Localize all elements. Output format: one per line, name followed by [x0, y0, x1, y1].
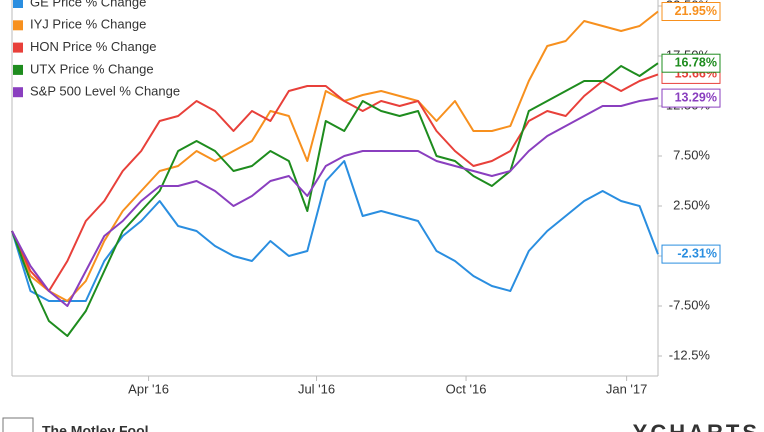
legend-swatch	[13, 20, 23, 31]
brand: The Motley Fool	[42, 423, 149, 432]
legend-swatch	[13, 0, 23, 8]
legend-label: IYJ Price % Change	[30, 17, 146, 32]
end-label-box	[661, 244, 721, 264]
legend-label: S&P 500 Level % Change	[30, 84, 180, 99]
series-line	[11, 62, 659, 337]
series-line	[11, 160, 659, 302]
y-tick-label: 2.50%	[673, 197, 710, 212]
legend-swatch	[13, 87, 23, 98]
y-tick-label: 7.50%	[673, 147, 710, 162]
y-tick-label: -7.50%	[669, 297, 711, 312]
legend-label: GE Price % Change	[30, 0, 146, 9]
series-line	[11, 97, 659, 307]
end-label-box	[661, 53, 721, 73]
series-line	[11, 73, 659, 292]
x-tick-label: Jul '16	[298, 381, 335, 396]
end-label-box	[661, 88, 721, 108]
end-label: 13.29%	[675, 90, 717, 104]
series-line	[11, 10, 659, 302]
x-tick-label: Oct '16	[446, 381, 487, 396]
legend-label: HON Price % Change	[30, 39, 156, 54]
legend-label: UTX Price % Change	[30, 61, 154, 76]
end-label: 21.95%	[675, 4, 717, 18]
x-tick-label: Jan '17	[606, 381, 648, 396]
end-label: 16.78%	[675, 55, 717, 69]
brand-logo	[2, 417, 34, 432]
y-tick-label: -12.5%	[669, 347, 711, 362]
x-tick-label: Apr '16	[128, 381, 169, 396]
source: YCHARTS	[633, 420, 760, 432]
legend-swatch	[13, 64, 23, 75]
legend-swatch	[13, 42, 23, 53]
end-label: -2.31%	[677, 246, 717, 260]
end-label-box	[661, 2, 721, 21]
